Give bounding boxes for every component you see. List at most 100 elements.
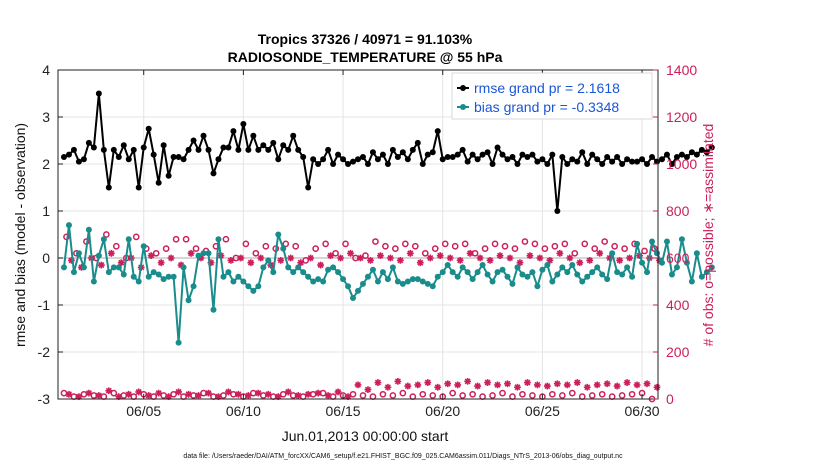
bias-series-point — [579, 278, 586, 285]
rmse-series-point — [245, 146, 252, 153]
assimilated-surface-count-point — [284, 388, 292, 396]
legend-box — [451, 72, 653, 120]
assimilated-count-point — [546, 256, 554, 264]
bias-series-point — [125, 236, 132, 243]
assimilated-surface-count-point — [195, 392, 202, 399]
bias-series-point — [335, 269, 342, 276]
bias-series-point — [614, 269, 621, 276]
rmse-series-point — [205, 146, 212, 153]
bias-series-point — [275, 231, 282, 238]
assimilated-surface-count-point — [85, 389, 93, 397]
possible-count-point — [102, 231, 110, 238]
bias-series-point — [624, 264, 631, 271]
rmse-series-point — [599, 161, 606, 167]
chart-title-line1: Tropics 37326 / 40971 = 91.103% — [258, 31, 473, 47]
assimilated-surface-count-point — [254, 389, 262, 397]
assimilated-count-point — [347, 249, 354, 257]
possible-surface-count-point — [479, 393, 486, 400]
y-left-tick-label: 0 — [42, 250, 50, 266]
assimilated-count-point — [287, 254, 295, 262]
rmse-series-point — [250, 132, 257, 139]
rmse-series-point — [180, 156, 187, 163]
bias-series-point — [678, 236, 685, 243]
possible-count-point — [461, 240, 469, 248]
bias-series-point — [350, 294, 357, 301]
bias-series-point — [584, 273, 591, 280]
bias-series-line — [62, 224, 713, 344]
y-axis-label-left: rmse and bias (model - observation) — [12, 123, 28, 347]
bias-series-point — [260, 264, 267, 271]
rmse-series-point — [604, 153, 611, 160]
bias-series-point — [384, 276, 391, 283]
bias-series-point — [200, 250, 207, 257]
rmse-series-point — [190, 137, 197, 144]
assimilated-surface-count-point — [314, 389, 322, 397]
assimilated-surface-count-point — [623, 379, 631, 386]
assimilated-count-point — [396, 256, 404, 264]
possible-surface-count-point — [568, 389, 576, 397]
assimilated-count-point — [277, 256, 285, 264]
possible-surface-count-point — [618, 392, 626, 399]
rmse-series-point — [529, 151, 536, 158]
assimilated-count-point — [337, 254, 344, 262]
rmse-series-point — [160, 142, 167, 149]
possible-count-point — [132, 233, 140, 241]
possible-count-point — [611, 242, 618, 250]
bias-series-point — [105, 269, 112, 276]
bias-series-point — [634, 240, 641, 247]
rmse-series-point — [240, 121, 247, 128]
rmse-series-point — [215, 156, 222, 163]
possible-count-point — [431, 245, 439, 252]
bias-series-point — [364, 273, 371, 280]
rmse-series-point — [110, 146, 117, 153]
assimilated-count-point — [656, 256, 663, 264]
bias-series-point — [270, 269, 277, 276]
assimilated-count-point — [237, 254, 245, 262]
possible-count-point — [292, 242, 300, 250]
assimilated-count-point — [147, 252, 155, 260]
bias-series-point — [245, 283, 252, 290]
assimilated-count-point — [177, 261, 185, 269]
bias-series-point — [305, 273, 312, 280]
possible-count-point — [601, 238, 609, 245]
possible-surface-count-point — [519, 390, 526, 398]
assimilated-count-point — [377, 252, 384, 260]
bias-series-point — [60, 264, 67, 271]
rmse-series-point — [350, 158, 357, 165]
assimilated-count-point — [536, 254, 544, 262]
assimilated-surface-count-point — [514, 383, 521, 391]
assimilated-surface-count-point — [653, 383, 661, 391]
possible-count-point — [541, 245, 549, 252]
assimilated-count-point — [227, 256, 235, 264]
bias-series-point — [100, 236, 107, 243]
bias-series-point — [145, 273, 152, 280]
rmse-series-point — [290, 132, 297, 139]
assimilated-surface-count-point — [553, 380, 561, 388]
rmse-series-point — [534, 158, 541, 165]
bias-series-point — [235, 273, 242, 280]
possible-count-point — [192, 245, 200, 252]
possible-count-point — [172, 235, 180, 243]
rmse-series-point — [364, 161, 371, 167]
possible-surface-count-point — [449, 389, 457, 397]
bias-series-point — [155, 271, 162, 278]
bias-series-point — [534, 283, 541, 290]
assimilated-count-point — [486, 256, 494, 264]
bias-series-point — [120, 271, 127, 278]
x-tick-label: 06/30 — [625, 403, 660, 419]
bias-series-point — [629, 273, 636, 280]
rmse-series-point — [559, 153, 566, 160]
bias-series-point — [439, 269, 446, 276]
rmse-series-point — [120, 142, 127, 149]
bias-series-point — [110, 264, 117, 271]
rmse-series-point — [255, 146, 262, 153]
possible-count-point — [342, 240, 349, 248]
assimilated-count-point — [576, 259, 584, 267]
y-right-tick-label: 1400 — [666, 62, 697, 78]
y-left-tick-label: 3 — [42, 109, 50, 125]
bias-series-point — [683, 259, 690, 266]
rmse-series-point — [579, 149, 586, 156]
rmse-series-point — [474, 156, 481, 163]
bias-series-point — [210, 306, 217, 313]
